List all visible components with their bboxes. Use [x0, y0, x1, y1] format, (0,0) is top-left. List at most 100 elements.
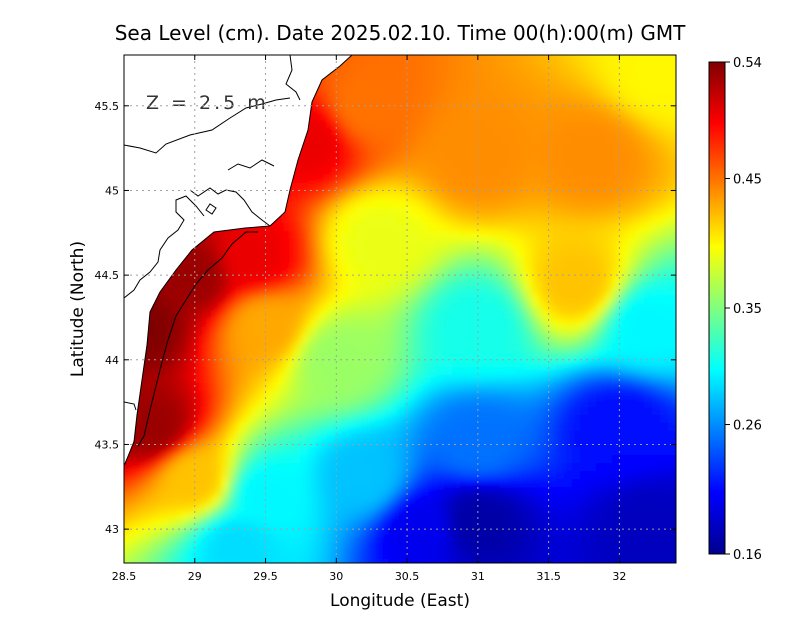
heat-cell — [300, 167, 309, 176]
heat-cell — [612, 111, 621, 120]
heat-cell — [452, 543, 461, 552]
heat-cell — [676, 511, 685, 520]
heat-cell — [516, 111, 525, 120]
heat-cell — [324, 375, 333, 384]
heat-cell — [372, 543, 381, 552]
heat-cell — [572, 127, 581, 136]
heat-cell — [540, 135, 549, 144]
heat-cell — [356, 271, 365, 280]
heat-cell — [460, 223, 469, 232]
heat-cell — [276, 471, 285, 480]
heat-cell — [420, 511, 429, 520]
heat-cell — [260, 359, 269, 368]
heat-cell — [492, 559, 501, 563]
heat-cell — [356, 463, 365, 472]
heat-cell — [548, 455, 557, 464]
heat-cell — [308, 319, 317, 328]
heat-cell — [524, 127, 533, 136]
heat-cell — [460, 439, 469, 448]
heat-cell — [596, 487, 605, 496]
heat-cell — [524, 319, 533, 328]
heat-cell — [436, 367, 445, 376]
heat-cell — [612, 503, 621, 512]
heat-cell — [452, 551, 461, 560]
heat-cell — [556, 263, 565, 272]
heat-cell — [324, 335, 333, 344]
heat-cell — [540, 447, 549, 456]
heat-cell — [316, 159, 325, 168]
heat-cell — [540, 119, 549, 128]
heat-cell — [180, 327, 189, 336]
heat-cell — [540, 167, 549, 176]
heat-cell — [348, 95, 357, 104]
heat-cell — [532, 383, 541, 392]
heat-cell — [580, 127, 589, 136]
heat-cell — [244, 415, 253, 424]
heat-cell — [356, 543, 365, 552]
heat-cell — [388, 143, 397, 152]
heat-cell — [668, 503, 676, 512]
heat-cell — [332, 527, 341, 536]
heat-cell — [292, 231, 301, 240]
heat-cell — [596, 383, 605, 392]
heat-cell — [196, 391, 205, 400]
heat-cell — [468, 559, 477, 563]
heat-cell — [260, 375, 269, 384]
heat-cell — [588, 359, 597, 368]
heat-cell — [628, 511, 637, 520]
heat-cell — [564, 535, 573, 544]
heat-cell — [436, 87, 445, 96]
heat-cell — [628, 479, 637, 488]
heat-cell — [476, 359, 485, 368]
heat-cell — [596, 263, 605, 272]
heat-cell — [572, 79, 581, 88]
heat-cell — [468, 247, 477, 256]
heat-cell — [260, 487, 269, 496]
heat-cell — [228, 439, 237, 448]
heat-cell — [228, 231, 237, 240]
heat-cell — [564, 375, 573, 384]
heat-cell — [620, 343, 629, 352]
heat-cell — [356, 71, 365, 80]
heat-cell — [348, 311, 357, 320]
heat-cell — [436, 215, 445, 224]
heat-cell — [516, 447, 525, 456]
heat-cell — [164, 399, 173, 408]
heat-cell — [620, 271, 629, 280]
heat-cell — [172, 343, 181, 352]
heat-cell — [148, 567, 157, 576]
heat-cell — [468, 63, 477, 72]
heat-cell — [604, 303, 613, 312]
heat-cell — [436, 135, 445, 144]
heat-cell — [308, 127, 317, 136]
heat-cell — [364, 527, 373, 536]
heat-cell — [612, 351, 621, 360]
heat-cell — [188, 527, 197, 536]
heat-cell — [588, 367, 597, 376]
heat-cell — [516, 191, 525, 200]
heat-cell — [372, 511, 381, 520]
heat-cell — [252, 239, 261, 248]
heat-cell — [380, 319, 389, 328]
heat-cell — [636, 415, 645, 424]
heat-cell — [412, 175, 421, 184]
heat-cell — [308, 111, 317, 120]
heat-cell — [244, 255, 253, 264]
heat-cell — [588, 303, 597, 312]
heat-cell — [444, 423, 453, 432]
heat-cell — [628, 423, 637, 432]
heat-cell — [668, 183, 676, 192]
heat-cell — [596, 143, 605, 152]
heat-cell — [292, 391, 301, 400]
heat-cell — [292, 247, 301, 256]
heat-cell — [412, 447, 421, 456]
heat-cell — [364, 231, 373, 240]
heat-cell — [196, 495, 205, 504]
heat-cell — [196, 271, 205, 280]
heat-cell — [540, 519, 549, 528]
heat-cell — [444, 431, 453, 440]
heat-cell — [572, 543, 581, 552]
heat-cell — [468, 135, 477, 144]
colorbar-tick-label: 0.35 — [733, 302, 762, 317]
heat-cell — [284, 423, 293, 432]
